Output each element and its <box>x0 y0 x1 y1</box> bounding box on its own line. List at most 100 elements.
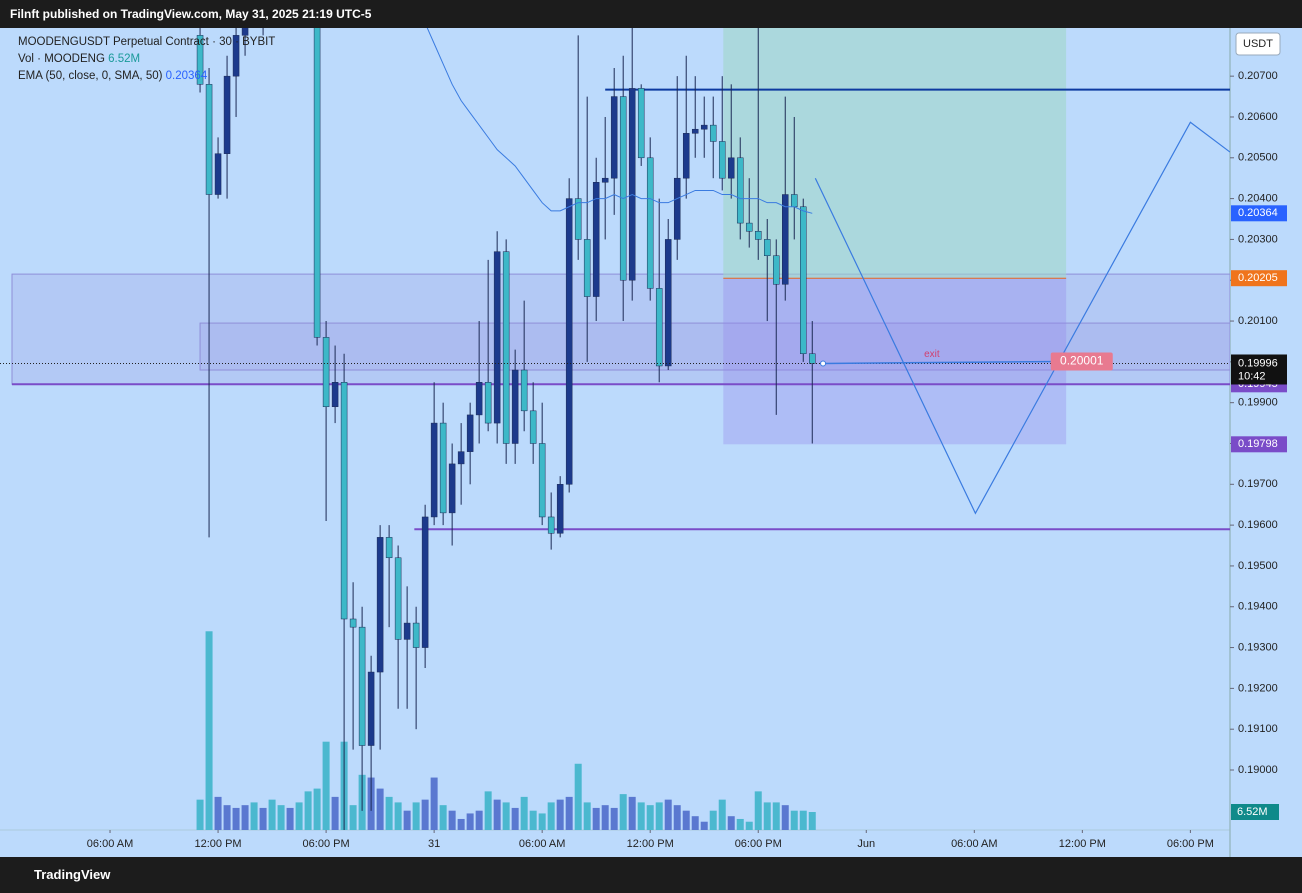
volume-bar <box>403 810 411 830</box>
publish-bar: Filnft published on TradingView.com, May… <box>0 0 1302 28</box>
volume-bar <box>529 810 537 830</box>
volume-bar <box>637 802 645 830</box>
volume-bar <box>241 805 249 830</box>
volume-bar <box>520 796 528 830</box>
y-tick-label: 0.20300 <box>1238 233 1278 245</box>
volume-bar <box>619 794 627 830</box>
volume-bar <box>295 802 303 830</box>
x-tick-label: 31 <box>428 838 440 850</box>
candle-body <box>484 382 492 424</box>
volume-bar <box>232 807 240 830</box>
volume-bar <box>268 799 276 830</box>
volume-bar <box>259 807 267 830</box>
volume-bar <box>601 805 609 830</box>
candle-body <box>682 133 690 179</box>
volume-bar <box>394 802 402 830</box>
candle-body <box>556 484 564 534</box>
y-tick-label: 0.19300 <box>1238 641 1278 653</box>
candle-body <box>385 537 393 559</box>
volume-bar <box>439 805 447 830</box>
x-tick-label: 06:00 AM <box>951 838 997 850</box>
legend-ema: EMA (50, close, 0, SMA, 50) 0.20364 <box>18 68 275 85</box>
candle-body <box>664 239 672 367</box>
legend: MOODENGUSDT Perpetual Contract · 30 · BY… <box>18 34 275 85</box>
ema-price-label-box <box>1231 205 1287 222</box>
candle-body <box>574 198 582 240</box>
candle-body <box>196 35 204 85</box>
y-tick-label: 0.19000 <box>1238 764 1278 776</box>
volume-bar <box>484 791 492 830</box>
volume-bar <box>304 791 312 830</box>
volume-bar <box>466 813 474 830</box>
target-zone <box>723 28 1067 279</box>
y-tick-label: 0.19900 <box>1238 397 1278 409</box>
volume-bar <box>223 805 231 830</box>
x-tick-label: Jun <box>857 838 875 850</box>
volume-bar <box>673 805 681 830</box>
volume-bar <box>583 802 591 830</box>
projection-line <box>814 121 1230 515</box>
volume-bar <box>412 802 420 830</box>
legend-volume: Vol · MOODENG 6.52M <box>18 51 275 68</box>
candle-body <box>403 622 411 640</box>
candle-body <box>673 177 681 240</box>
candle-body <box>601 177 609 183</box>
volume-bar <box>808 812 816 830</box>
candle-body <box>610 96 618 179</box>
candle-body <box>511 369 519 444</box>
plot: exit 0.20001 <box>0 28 1230 830</box>
candle-body <box>809 353 816 364</box>
y-tick-label: 0.19700 <box>1238 478 1278 490</box>
currency: USDT <box>1243 38 1273 50</box>
candle-body <box>493 251 501 424</box>
volume-bar <box>628 796 636 830</box>
y-tick-label: 0.19200 <box>1238 682 1278 694</box>
candle-body <box>800 206 807 354</box>
exit-price: 0.20001 <box>1060 354 1104 368</box>
volume-bar <box>547 802 555 830</box>
candle-body <box>466 414 474 452</box>
volume-bar <box>610 807 618 830</box>
candle-body <box>592 182 600 297</box>
volume-bar <box>691 816 699 830</box>
volume-bar <box>205 631 213 830</box>
volume-bar <box>511 807 519 830</box>
exit-label: exit <box>924 349 940 360</box>
y-tick-label: 0.20500 <box>1238 152 1278 164</box>
volume-bar <box>502 802 510 830</box>
candle-body <box>782 194 789 285</box>
volume-bar <box>331 796 339 830</box>
volume-bar <box>322 741 330 830</box>
volume-bar <box>772 802 780 830</box>
volume-bar <box>448 810 456 830</box>
x-tick-label: 06:00 AM <box>87 838 133 850</box>
candle-body <box>232 35 240 77</box>
volume-bar <box>286 807 294 830</box>
volume-bar <box>493 799 501 830</box>
candle-body <box>214 153 222 195</box>
volume-axis-label: 6.52M <box>1237 806 1268 818</box>
volume-bar <box>763 802 771 830</box>
ema-label: EMA (50, close, 0, SMA, 50) <box>18 70 163 82</box>
candle-body <box>709 124 717 142</box>
volume-bar <box>457 818 465 830</box>
y-tick-label: 0.20600 <box>1238 111 1278 123</box>
volume-bar <box>745 821 753 830</box>
candle-body <box>430 422 438 518</box>
candle-body <box>763 239 771 256</box>
volume-bar <box>682 810 690 830</box>
volume-bar <box>790 810 798 830</box>
candle-body <box>367 671 375 746</box>
volume-bar <box>574 763 582 830</box>
x-tick-label: 06:00 PM <box>303 838 350 850</box>
volume-bar <box>646 805 654 830</box>
y-tick-label: 0.20700 <box>1238 70 1278 82</box>
candle-body <box>349 618 357 628</box>
volume-bar <box>700 821 708 830</box>
stop-price-label-box <box>1231 436 1287 453</box>
volume-bar <box>718 799 726 830</box>
candle-body <box>205 84 213 195</box>
volume-bar <box>313 788 321 830</box>
candle-body <box>475 382 483 416</box>
footer: TradingView <box>0 857 1302 893</box>
